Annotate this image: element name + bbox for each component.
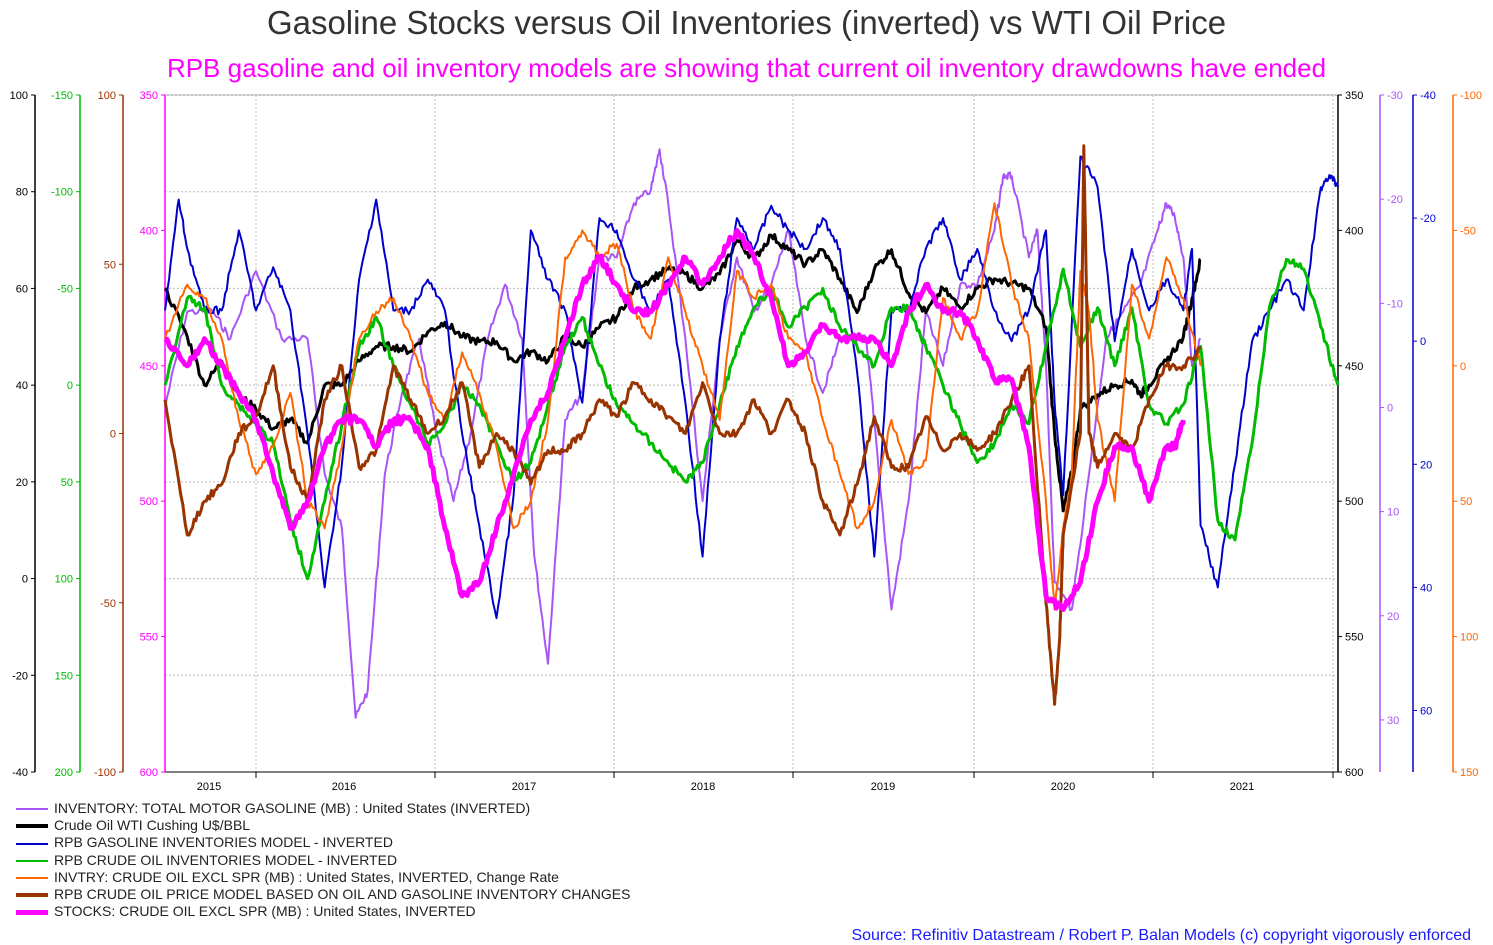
y-tick-label: 50 <box>1460 496 1472 508</box>
series-line-6 <box>164 227 1186 612</box>
x-tick-label: 2015 <box>197 781 221 793</box>
y-tick-label: 150 <box>55 670 73 682</box>
y-tick-label: 400 <box>140 225 158 237</box>
y-tick-label: 600 <box>1345 767 1363 779</box>
legend-label: Crude Oil WTI Cushing U$/BBL <box>54 817 251 834</box>
y-tick-label: -100 <box>51 187 73 199</box>
chart-title: Gasoline Stocks versus Oil Inventories (… <box>266 4 1227 41</box>
y-tick-label: 80 <box>16 187 28 199</box>
y-tick-label: -20 <box>1387 194 1403 206</box>
y-tick-label: 450 <box>140 361 158 373</box>
series-line-5 <box>163 144 1202 706</box>
legend-swatch <box>16 909 48 915</box>
source-note: Source: Refinitiv Datastream / Robert P.… <box>851 927 1471 944</box>
y-tick-label: -10 <box>1387 298 1403 310</box>
series-line-4 <box>164 202 1202 611</box>
y-tick-label: 50 <box>61 477 73 489</box>
series-line-0 <box>164 148 1202 719</box>
y-tick-label: 20 <box>1420 459 1432 471</box>
chart-subtitle: RPB gasoline and oil inventory models ar… <box>166 53 1327 83</box>
y-tick-label: 40 <box>1420 582 1432 594</box>
legend-swatch <box>16 808 48 811</box>
y-tick-label: 500 <box>140 496 158 508</box>
y-tick-label: 20 <box>16 477 28 489</box>
y-tick-label: 0 <box>67 380 73 392</box>
series-line-3 <box>163 257 1340 581</box>
y-tick-label: 400 <box>1345 225 1363 237</box>
y-tick-label: 450 <box>1345 361 1363 373</box>
y-tick-label: 0 <box>1420 336 1426 348</box>
y-tick-label: 350 <box>1345 90 1363 102</box>
x-tick-label: 2020 <box>1051 781 1075 793</box>
legend-item: RPB GASOLINE INVENTORIES MODEL - INVERTE… <box>16 834 630 851</box>
y-tick-label: 100 <box>55 574 73 586</box>
legend-swatch <box>16 859 48 862</box>
y-tick-label: 0 <box>22 574 28 586</box>
y-tick-label: 550 <box>1345 632 1363 644</box>
y-tick-label: -100 <box>1460 90 1482 102</box>
y-tick-label: 0 <box>1387 402 1393 414</box>
y-tick-label: -50 <box>1460 225 1476 237</box>
series-line-1 <box>163 233 1202 513</box>
y-tick-label: 100 <box>1460 632 1478 644</box>
series-line-2 <box>164 155 1339 620</box>
legend-item: RPB CRUDE OIL PRICE MODEL BASED ON OIL A… <box>16 886 630 903</box>
y-tick-label: -150 <box>51 90 73 102</box>
y-tick-label: 60 <box>1420 705 1432 717</box>
x-tick-label: 2017 <box>512 781 536 793</box>
y-tick-label: -50 <box>100 598 116 610</box>
legend-label: RPB CRUDE OIL INVENTORIES MODEL - INVERT… <box>54 851 398 868</box>
y-tick-label: 0 <box>1460 361 1466 373</box>
axes: 2015 2016 2017 2018 2019 2020 2021100806040200… <box>10 90 1482 793</box>
legend-item: Crude Oil WTI Cushing U$/BBL <box>16 817 630 834</box>
legend-label: STOCKS: CRUDE OIL EXCL SPR (MB) : United… <box>54 903 476 920</box>
y-tick-label: 550 <box>140 632 158 644</box>
legend-label: INVTRY: CRUDE OIL EXCL SPR (MB) : United… <box>54 868 559 885</box>
chart-canvas: 2015 2016 2017 2018 2019 2020 2021100806040200… <box>10 90 1482 793</box>
y-tick-label: 30 <box>1387 715 1399 727</box>
y-tick-label: -20 <box>1420 213 1436 225</box>
x-tick-label: 2018 <box>691 781 715 793</box>
y-tick-label: 100 <box>10 90 28 102</box>
legend-label: RPB CRUDE OIL PRICE MODEL BASED ON OIL A… <box>54 885 631 902</box>
legend-label: RPB GASOLINE INVENTORIES MODEL - INVERTE… <box>54 834 393 851</box>
y-tick-label: 500 <box>1345 496 1363 508</box>
legend-item: INVTRY: CRUDE OIL EXCL SPR (MB) : United… <box>16 869 630 886</box>
y-tick-label: 600 <box>140 767 158 779</box>
y-tick-label: 350 <box>140 90 158 102</box>
y-tick-label: -40 <box>1420 90 1436 102</box>
y-tick-label: 200 <box>55 767 73 779</box>
y-tick-label: -20 <box>12 670 28 682</box>
x-tick-label: 2019 <box>871 781 895 793</box>
y-tick-label: 100 <box>98 90 116 102</box>
legend-item: INVENTORY: TOTAL MOTOR GASOLINE (MB) : U… <box>16 800 630 817</box>
legend: INVENTORY: TOTAL MOTOR GASOLINE (MB) : U… <box>16 800 630 920</box>
x-tick-label: 2021 <box>1230 781 1254 793</box>
y-tick-label: 20 <box>1387 611 1399 623</box>
legend-swatch <box>16 824 48 829</box>
y-tick-label: -50 <box>57 283 73 295</box>
y-tick-label: 40 <box>16 380 28 392</box>
y-tick-label: 150 <box>1460 767 1478 779</box>
y-tick-label: 0 <box>110 429 116 441</box>
legend-swatch <box>16 842 48 845</box>
y-tick-label: 50 <box>104 259 116 271</box>
y-tick-label: -40 <box>12 767 28 779</box>
legend-swatch <box>16 877 48 880</box>
x-tick-label: 2016 <box>332 781 356 793</box>
legend-item: RPB CRUDE OIL INVENTORIES MODEL - INVERT… <box>16 852 630 869</box>
y-tick-label: -30 <box>1387 90 1403 102</box>
y-tick-label: 60 <box>16 283 28 295</box>
legend-label: INVENTORY: TOTAL MOTOR GASOLINE (MB) : U… <box>54 800 531 816</box>
y-tick-label: -100 <box>94 767 116 779</box>
y-tick-label: 10 <box>1387 507 1399 519</box>
legend-item: STOCKS: CRUDE OIL EXCL SPR (MB) : United… <box>16 903 630 920</box>
legend-swatch <box>16 893 48 898</box>
plot-series <box>163 144 1340 719</box>
